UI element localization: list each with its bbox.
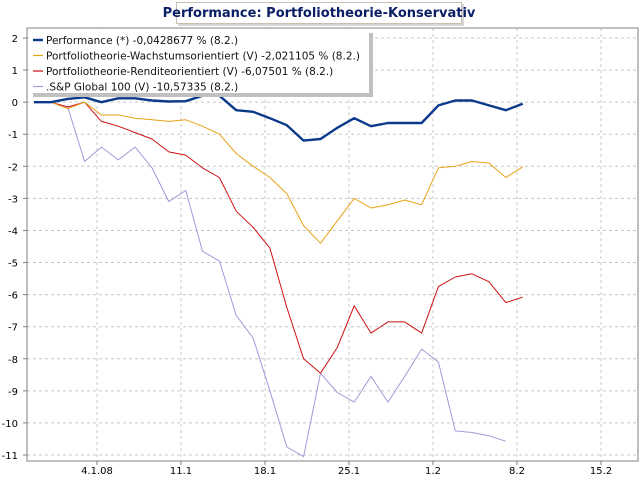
legend-entry-2: Portfoliotheorie-Renditeorientiert (V) -… <box>46 66 333 78</box>
x-tick-label: 1.2 <box>425 466 441 477</box>
y-tick-label: -1 <box>8 130 18 141</box>
x-tick-label: 4.1.08 <box>81 466 113 477</box>
axes: 2 1 0 -1 -2 -3 -4 -5 -6 -7 -8 -9 -10 -11 4.1.08 11.1 18.… <box>2 27 639 477</box>
x-tick-label: 11.1 <box>170 466 192 477</box>
series-group <box>34 94 524 458</box>
y-tick-label: 0 <box>12 98 18 109</box>
y-tick-label: -3 <box>8 194 18 205</box>
y-tick-label: -5 <box>8 259 18 270</box>
legend-box <box>29 29 369 93</box>
y-tick-label: -2 <box>8 162 18 173</box>
x-tick-label: 8.2 <box>509 466 525 477</box>
series-line-1 <box>34 101 523 244</box>
y-tick-label: -11 <box>2 451 18 462</box>
series-line-0 <box>34 94 524 142</box>
x-tick-label: 25.1 <box>338 466 360 477</box>
chart-title: Performance: Portfoliotheorie-Konservati… <box>162 5 476 21</box>
x-tick-label: 18.1 <box>254 466 276 477</box>
plot-area-border <box>26 27 639 462</box>
x-tick-label: 15.2 <box>590 466 612 477</box>
grid <box>27 28 638 461</box>
legend-entry-0: Performance (*) -0,0428677 % (8.2.) <box>46 35 238 47</box>
series-line-3 <box>34 101 506 458</box>
y-tick-label: -6 <box>8 291 18 302</box>
y-tick-label: -8 <box>8 355 18 366</box>
legend-entry-1: Portfoliotheorie-Wachstumsorientiert (V)… <box>46 51 360 63</box>
series-line-2 <box>34 101 523 374</box>
y-tick-label: 2 <box>12 34 18 45</box>
legend-entry-3: .S&P Global 100 (V) -10,57335 (8.2.) <box>46 82 238 94</box>
y-tick-label: -9 <box>8 387 18 398</box>
y-tick-label: -7 <box>8 323 18 334</box>
legend: Performance (*) -0,0428677 % (8.2.) Portf… <box>29 29 373 97</box>
chart-title-box: Performance: Portfoliotheorie-Konservati… <box>163 2 475 24</box>
y-tick-label: 1 <box>12 66 18 77</box>
y-tick-label: -4 <box>8 226 18 237</box>
y-tick-label: -10 <box>2 419 18 430</box>
